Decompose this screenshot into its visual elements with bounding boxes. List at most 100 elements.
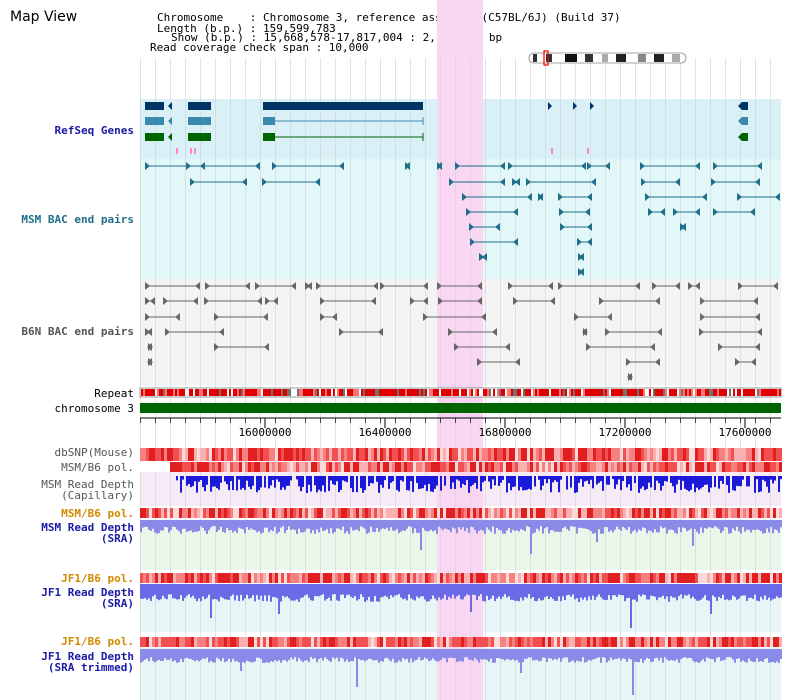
heat-cell: [665, 637, 668, 647]
depth-bar: [364, 584, 366, 602]
repeat-block: [505, 389, 507, 396]
depth-bar: [300, 476, 302, 492]
heat-cell: [329, 448, 332, 461]
repeat-block: [449, 389, 451, 396]
depth-bar: [382, 520, 384, 529]
depth-bar: [280, 584, 282, 602]
heat-cell: [221, 448, 224, 461]
bac-end: [681, 223, 686, 231]
depth-bar: [198, 649, 200, 662]
depth-bar: [194, 584, 196, 599]
heat-cell: [245, 448, 248, 461]
bac-end: [673, 208, 678, 216]
msm-depth-capillary-bars: [176, 476, 782, 493]
heat-cell: [299, 637, 302, 647]
depth-bar: [738, 520, 740, 532]
depth-bar: [598, 476, 600, 483]
heat-cell: [185, 573, 188, 583]
repeat-block: [239, 389, 241, 396]
heat-cell: [500, 637, 503, 647]
heat-cell: [443, 637, 446, 647]
heat-cell: [350, 573, 353, 583]
depth-bar: [674, 476, 676, 493]
depth-bar: [710, 649, 712, 659]
label-refseq-genes[interactable]: RefSeq Genes: [54, 124, 134, 137]
heat-cell: [344, 448, 347, 461]
label-b6n-bac[interactable]: B6N BAC end pairs: [21, 325, 134, 338]
heat-cell: [302, 508, 305, 518]
depth-bar: [520, 476, 522, 488]
heat-cell: [479, 462, 482, 472]
heat-cell: [161, 462, 164, 472]
heat-cell: [428, 508, 431, 518]
repeat-block: [623, 389, 625, 396]
label-msm-bac[interactable]: MSM BAC end pairs: [21, 213, 134, 226]
depth-bar: [244, 476, 246, 490]
repeat-block: [301, 389, 303, 396]
heat-cell: [659, 448, 662, 461]
heat-cell: [497, 573, 500, 583]
heat-cell: [659, 508, 662, 518]
depth-bar: [780, 476, 782, 480]
heat-cell: [464, 508, 467, 518]
depth-bar: [456, 520, 458, 534]
depth-bar: [156, 520, 158, 534]
heat-cell: [155, 508, 158, 518]
depth-bar: [722, 520, 724, 531]
heat-cell: [416, 637, 419, 647]
depth-bar: [212, 476, 214, 487]
heat-cell: [497, 448, 500, 461]
heat-cell: [773, 448, 776, 461]
repeat-block: [369, 389, 371, 396]
bac-end: [548, 282, 553, 290]
depth-bar: [382, 476, 384, 488]
heat-cell: [260, 448, 263, 461]
heat-cell: [710, 462, 713, 472]
repeat-block: [767, 389, 769, 396]
repeat-block: [671, 389, 673, 396]
depth-bar: [206, 584, 208, 598]
heat-cell: [764, 508, 767, 518]
repeat-block: [235, 389, 237, 396]
heat-cell: [605, 573, 608, 583]
heat-cell: [500, 508, 503, 518]
selection-highlight: [437, 0, 483, 700]
depth-bar: [388, 476, 390, 489]
heat-cell: [677, 462, 680, 472]
heat-cell: [434, 573, 437, 583]
heat-cell: [365, 637, 368, 647]
depth-bar: [574, 520, 576, 527]
depth-bar: [536, 649, 538, 660]
depth-bar: [142, 520, 144, 528]
depth-bar: [316, 520, 318, 530]
depth-bar: [708, 520, 710, 528]
heat-cell: [443, 448, 446, 461]
depth-bar: [618, 584, 620, 595]
depth-bar: [304, 649, 306, 661]
heat-cell: [416, 448, 419, 461]
depth-bar: [732, 649, 734, 660]
heat-cell: [767, 462, 770, 472]
heat-cell: [329, 508, 332, 518]
heat-cell: [164, 573, 167, 583]
depth-bar: [154, 649, 156, 663]
heat-cell: [554, 508, 557, 518]
depth-bar: [478, 520, 480, 531]
bac-end: [245, 282, 250, 290]
repeat-block: [429, 389, 431, 396]
depth-bar: [488, 584, 490, 601]
repeat-block: [257, 389, 259, 396]
heat-cell: [587, 573, 590, 583]
depth-bar: [192, 520, 194, 533]
heat-cell: [371, 637, 374, 647]
heat-cell: [719, 637, 722, 647]
bac-end: [508, 162, 513, 170]
depth-bar: [650, 649, 652, 662]
heat-cell: [188, 462, 191, 472]
heat-cell: [512, 637, 515, 647]
depth-bar: [542, 520, 544, 534]
depth-bar: [236, 649, 238, 662]
depth-bar: [316, 476, 318, 493]
depth-bar: [222, 584, 224, 599]
